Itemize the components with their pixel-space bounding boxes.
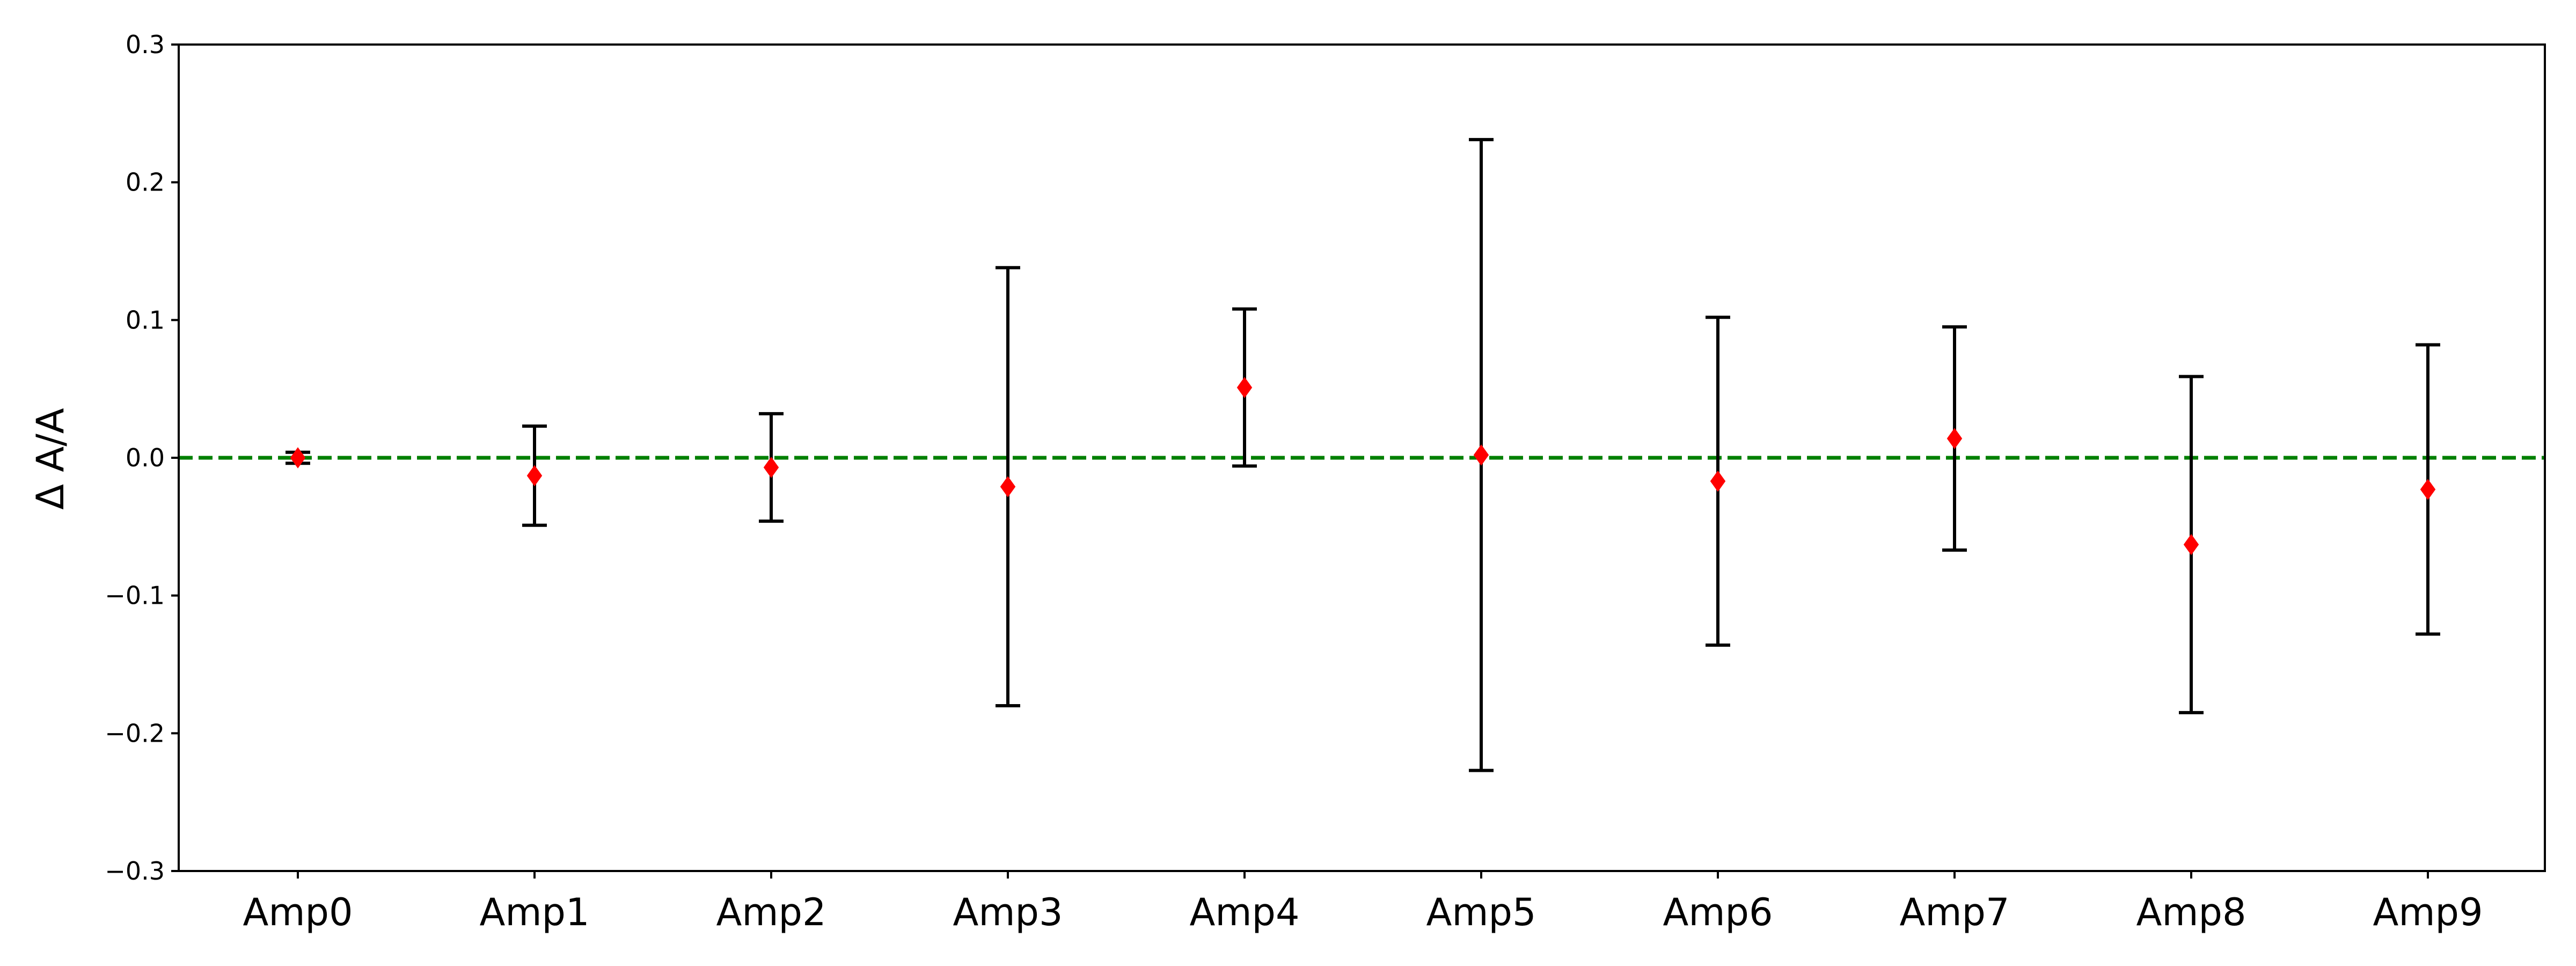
x-tick-label: Amp1 [479,890,589,934]
data-marker [1946,428,1963,449]
y-tick-label: 0.2 [126,168,165,197]
y-tick-label: −0.1 [105,581,165,610]
data-point-amp1 [522,424,547,527]
data-point-amp6 [1706,316,1730,647]
data-point-amp2 [759,412,784,523]
data-marker [2183,533,2199,555]
y-tick-label: 0.0 [126,443,165,472]
x-tick-label: Amp8 [2136,890,2246,934]
x-tick-label: Amp9 [2373,890,2483,934]
x-tick-label: Amp7 [1899,890,2009,934]
data-marker [763,457,779,478]
y-axis-label: Δ A/A [28,408,72,510]
data-marker [526,465,543,487]
data-point-amp5 [1469,138,1494,772]
x-tick-label: Amp6 [1663,890,1773,934]
x-tick-label: Amp0 [243,890,353,934]
data-marker [1710,470,1726,492]
x-tick-label: Amp5 [1426,890,1536,934]
plot-area [179,138,2545,772]
data-point-amp7 [1942,325,1967,552]
y-tick-label: −0.2 [105,719,165,748]
data-marker [1000,476,1016,497]
data-point-amp4 [1232,307,1257,468]
axes: 0.3 0.2 0.1 0.0 −0.1 −0.2 −0.3 Amp0 Amp1 Amp2 Amp3… [105,30,2546,934]
data-marker [1236,377,1253,398]
y-tick-label: 0.1 [126,305,165,334]
data-point-amp3 [996,266,1020,707]
y-tick-label: 0.3 [126,30,165,59]
data-point-amp0 [286,447,310,469]
data-point-amp8 [2179,375,2204,714]
data-marker [290,447,306,469]
y-tick-label: −0.3 [105,857,165,885]
data-point-amp9 [2416,343,2440,636]
x-tick-label: Amp4 [1189,890,1299,934]
data-marker [1473,444,1489,466]
x-tick-label: Amp2 [716,890,826,934]
x-tick-label: Amp3 [953,890,1063,934]
data-marker [2420,479,2436,500]
